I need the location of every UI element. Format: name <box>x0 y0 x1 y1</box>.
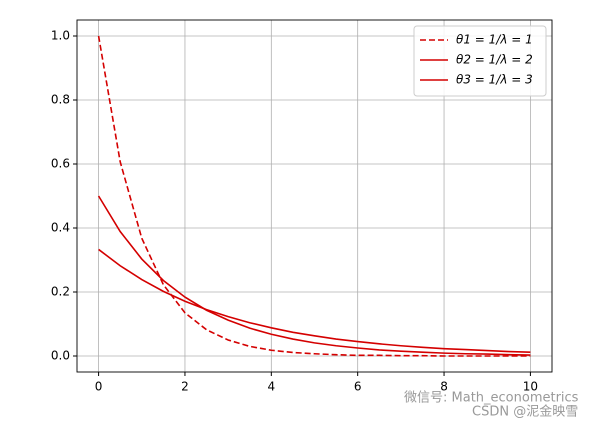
watermark: CSDN @泥金映雪 <box>472 404 578 420</box>
legend-box <box>413 25 547 97</box>
y-tick-label: 0.8 <box>51 93 70 107</box>
y-tick-label: 0.6 <box>51 157 70 171</box>
x-tick-label: 4 <box>267 380 275 394</box>
y-tick-label: 0.0 <box>51 349 70 363</box>
y-tick-label: 0.2 <box>51 285 70 299</box>
legend-label: θ2 = 1/λ = 2 <box>456 53 533 67</box>
x-tick-label: 6 <box>354 380 362 394</box>
x-tick-label: 2 <box>181 380 189 394</box>
line-series <box>97 195 531 356</box>
y-tick-label: 0.4 <box>51 221 70 235</box>
legend: θ1 = 1/λ = 1 θ2 = 1/λ = 2 θ3 = 1/λ = 3 <box>413 25 547 97</box>
watermark: 微信号: Math_econometrics <box>404 391 579 406</box>
y-tick-label: 1.0 <box>51 29 70 43</box>
line-series <box>98 248 531 353</box>
x-tick-label: 0 <box>95 380 103 394</box>
x-tick-label: 8 <box>440 380 448 394</box>
legend-label: θ3 = 1/λ = 3 <box>456 73 533 87</box>
plot-frame <box>76 19 553 373</box>
legend-label: θ1 = 1/λ = 1 <box>456 33 533 47</box>
x-tick-label: 10 <box>523 380 538 394</box>
